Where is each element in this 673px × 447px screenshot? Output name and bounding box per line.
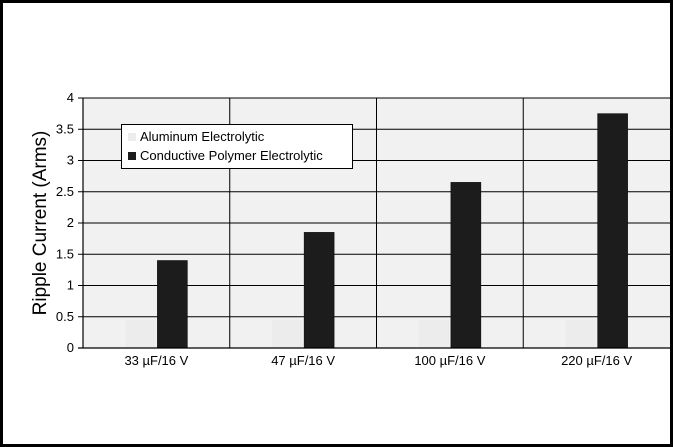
x-tick-label: 33 µF/16 V bbox=[124, 353, 188, 368]
bar-aluminum bbox=[125, 319, 156, 348]
chart-plot: 0 0.5 1 1.5 2 2.5 3 3.5 4 33 µF/16 V 47 µF/16 V 100… bbox=[30, 90, 670, 368]
y-tick-label: 1 bbox=[67, 278, 74, 293]
legend-label-polymer: Conductive Polymer Electrolytic bbox=[140, 148, 323, 163]
y-tick-label: 3 bbox=[67, 153, 74, 168]
x-tick-label: 220 µF/16 V bbox=[561, 353, 632, 368]
y-tick-label: 0 bbox=[67, 340, 74, 355]
legend-swatch-polymer bbox=[128, 151, 136, 160]
bar-aluminum bbox=[418, 319, 449, 348]
x-tick-label: 47 µF/16 V bbox=[271, 353, 335, 368]
legend-swatch-aluminum bbox=[128, 132, 136, 141]
legend-entry-aluminum: Aluminum Electrolytic bbox=[128, 127, 352, 146]
legend-entry-polymer: Conductive Polymer Electrolytic bbox=[128, 146, 352, 165]
bar-polymer bbox=[303, 232, 335, 349]
bar-aluminum bbox=[272, 319, 303, 348]
y-axis-title: Ripple Current (Arms) bbox=[30, 131, 51, 316]
y-tick-label: 0.5 bbox=[56, 309, 74, 324]
legend-label-aluminum: Aluminum Electrolytic bbox=[140, 129, 265, 144]
bar-polymer bbox=[450, 182, 482, 349]
chart-legend: Aluminum Electrolytic Conductive Polymer… bbox=[121, 124, 353, 169]
y-tick-label: 3.5 bbox=[56, 121, 74, 136]
bar-polymer bbox=[597, 113, 628, 349]
y-tick-label: 4 bbox=[67, 90, 74, 105]
y-tick-label: 2.5 bbox=[56, 184, 74, 199]
bar-aluminum bbox=[565, 319, 596, 348]
x-tick-label: 100 µF/16 V bbox=[414, 353, 485, 368]
y-tick-label: 2 bbox=[67, 215, 74, 230]
y-tick-label: 1.5 bbox=[56, 246, 74, 261]
bar-polymer bbox=[157, 260, 188, 349]
